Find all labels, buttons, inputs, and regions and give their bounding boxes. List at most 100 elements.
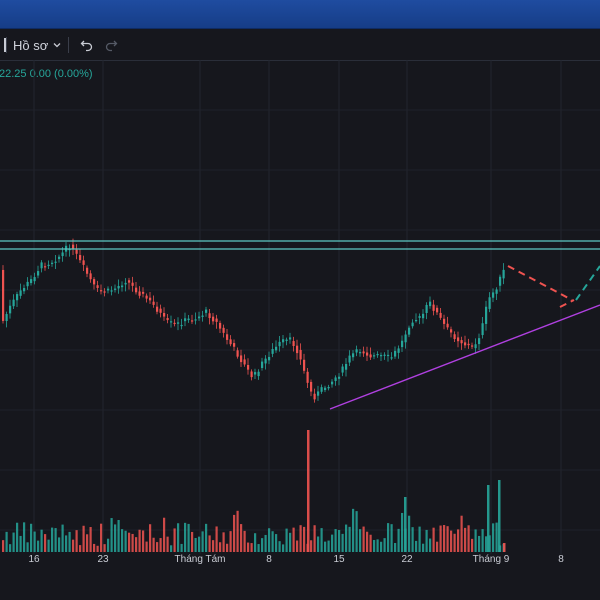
undo-button[interactable] [75,33,99,57]
candle-body [422,313,425,319]
candle-body [485,306,488,324]
volume-bar [320,528,323,552]
candle-body [201,315,204,317]
candle-body [72,244,75,249]
price-chart[interactable] [0,60,600,554]
candle-body [180,324,183,327]
candle-body [383,354,386,356]
volume-bar [121,529,124,552]
candle-body [2,269,5,321]
volume-bar [72,539,75,552]
candle-body [243,359,246,365]
volume-bar [33,531,36,552]
candle-body [208,313,211,319]
candle-body [432,304,435,311]
candle-body [100,290,103,292]
candle-body [254,372,257,375]
candle-body [222,327,225,333]
volume-bar [495,522,498,552]
volume-bar [110,518,113,552]
volume-bar [233,514,236,552]
candle-body [474,344,477,349]
volume-bar [334,529,337,552]
redo-button[interactable] [99,33,123,57]
candle-body [457,337,460,342]
candle-body [173,322,176,325]
volume-bar [75,530,78,552]
volume-bar [373,539,376,552]
candle-body [233,343,236,347]
candle-body [303,359,306,371]
candle-body [9,305,12,314]
candle-body [198,316,201,319]
volume-bar [268,528,271,552]
candle-body [481,323,484,336]
volume-bar [292,527,295,552]
volume-bar [145,541,148,552]
candle-body [376,353,379,356]
candle-body [341,366,344,373]
candle-body [75,249,78,254]
volume-bar [261,538,264,552]
volume-bar [212,540,215,552]
candle-body [327,386,330,389]
candle-body [394,350,397,357]
candle-body [138,291,141,296]
candle-body [450,329,453,333]
time-axis[interactable]: 16 23 Tháng Tám 8 15 22 Tháng 9 8 [0,554,600,574]
time-axis-label: Tháng Tám [174,554,226,565]
candle-body [86,267,89,274]
candle-body [289,337,292,340]
volume-bar [107,538,110,552]
candle-body [37,271,40,276]
volume-bar [254,533,257,552]
time-axis-label: 16 [28,554,40,565]
volume-bar [397,528,400,552]
volume-bar [296,540,299,552]
toolbar-divider [6,37,7,53]
volume-bar [464,527,467,552]
candle-body [226,334,229,340]
volume-bar [47,539,50,552]
profile-dropdown[interactable]: Hồ sơ [7,38,68,53]
volume-bar [439,525,442,552]
candle-body [453,334,456,340]
candle-body [121,285,124,288]
volume-bar [425,529,428,552]
volume-bar [474,529,477,552]
candle-body [425,304,428,313]
volume-bar [485,536,488,552]
volume-bar [285,528,288,552]
compare-button[interactable] [0,38,6,52]
candle-body [397,348,400,353]
candle-body [236,350,239,357]
volume-bar [166,536,169,552]
candle-body [271,349,274,354]
volume-bar [289,532,292,552]
volume-bar [198,536,201,552]
candle-body [117,285,120,289]
volume-bar [387,523,390,552]
volume-bar [26,542,29,552]
candle-body [296,345,299,354]
candle-body [429,301,432,307]
candle-body [390,357,393,359]
candle-body [82,260,85,265]
toolbar-marker [4,38,6,52]
candle-body [51,262,54,264]
volume-bar [184,522,187,552]
candle-body [93,279,96,285]
candle-body [467,343,470,346]
volume-bar [366,531,369,552]
projection-down [559,299,575,308]
volume-bar [383,538,386,552]
candle-body [107,288,110,291]
projection-up [575,265,600,301]
candle-body [338,376,341,379]
volume-bar [89,527,92,552]
time-axis-label: 8 [266,554,272,565]
volume-bar [282,544,285,552]
volume-bar [194,537,197,552]
candle-body [152,301,155,305]
volume-bar [415,540,418,552]
